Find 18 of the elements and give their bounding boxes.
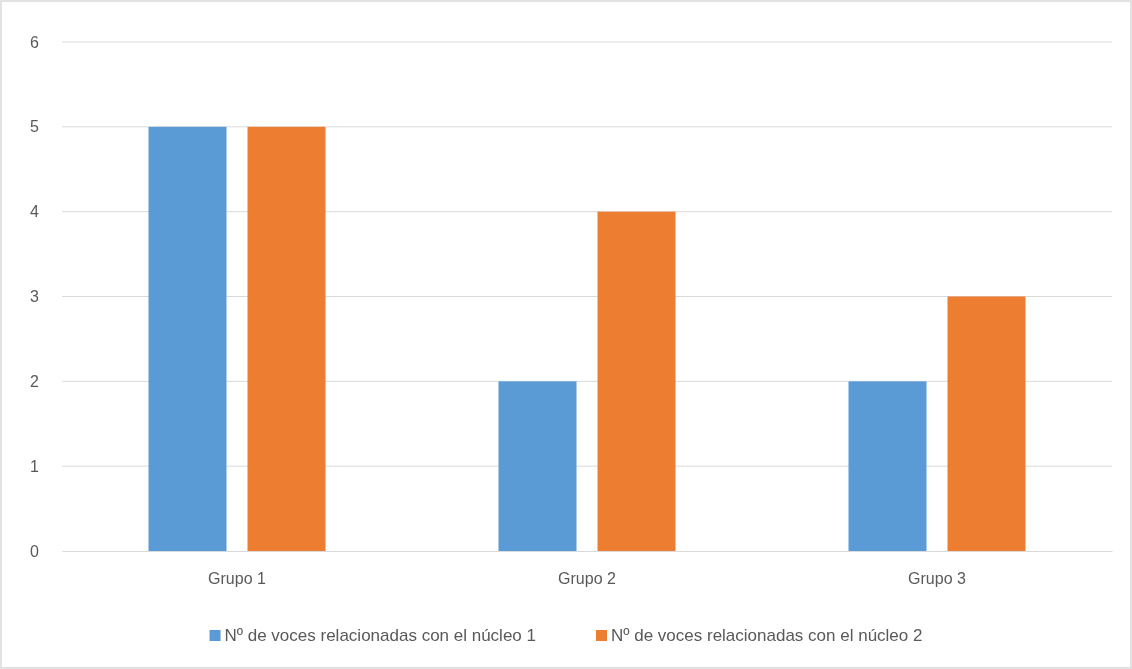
y-tick-label: 0	[30, 542, 40, 560]
bar	[597, 211, 676, 551]
y-tick-label: 6	[30, 33, 40, 51]
bar	[498, 381, 577, 551]
y-tick-label: 2	[30, 372, 40, 390]
legend-label: Nº de voces relacionadas con el núcleo 2	[611, 626, 923, 645]
y-tick-label: 4	[30, 203, 40, 221]
y-tick-label: 3	[30, 288, 40, 306]
x-tick-label: Grupo 1	[208, 570, 267, 588]
bar	[947, 296, 1026, 551]
y-tick-label: 1	[30, 457, 40, 475]
x-tick-label: Grupo 2	[558, 570, 617, 588]
bar	[247, 126, 326, 551]
bar	[848, 381, 927, 551]
legend-label: Nº de voces relacionadas con el núcleo 1	[224, 626, 536, 645]
y-tick-label: 5	[30, 118, 40, 136]
x-tick-label: Grupo 3	[908, 570, 967, 588]
bar	[148, 126, 227, 551]
